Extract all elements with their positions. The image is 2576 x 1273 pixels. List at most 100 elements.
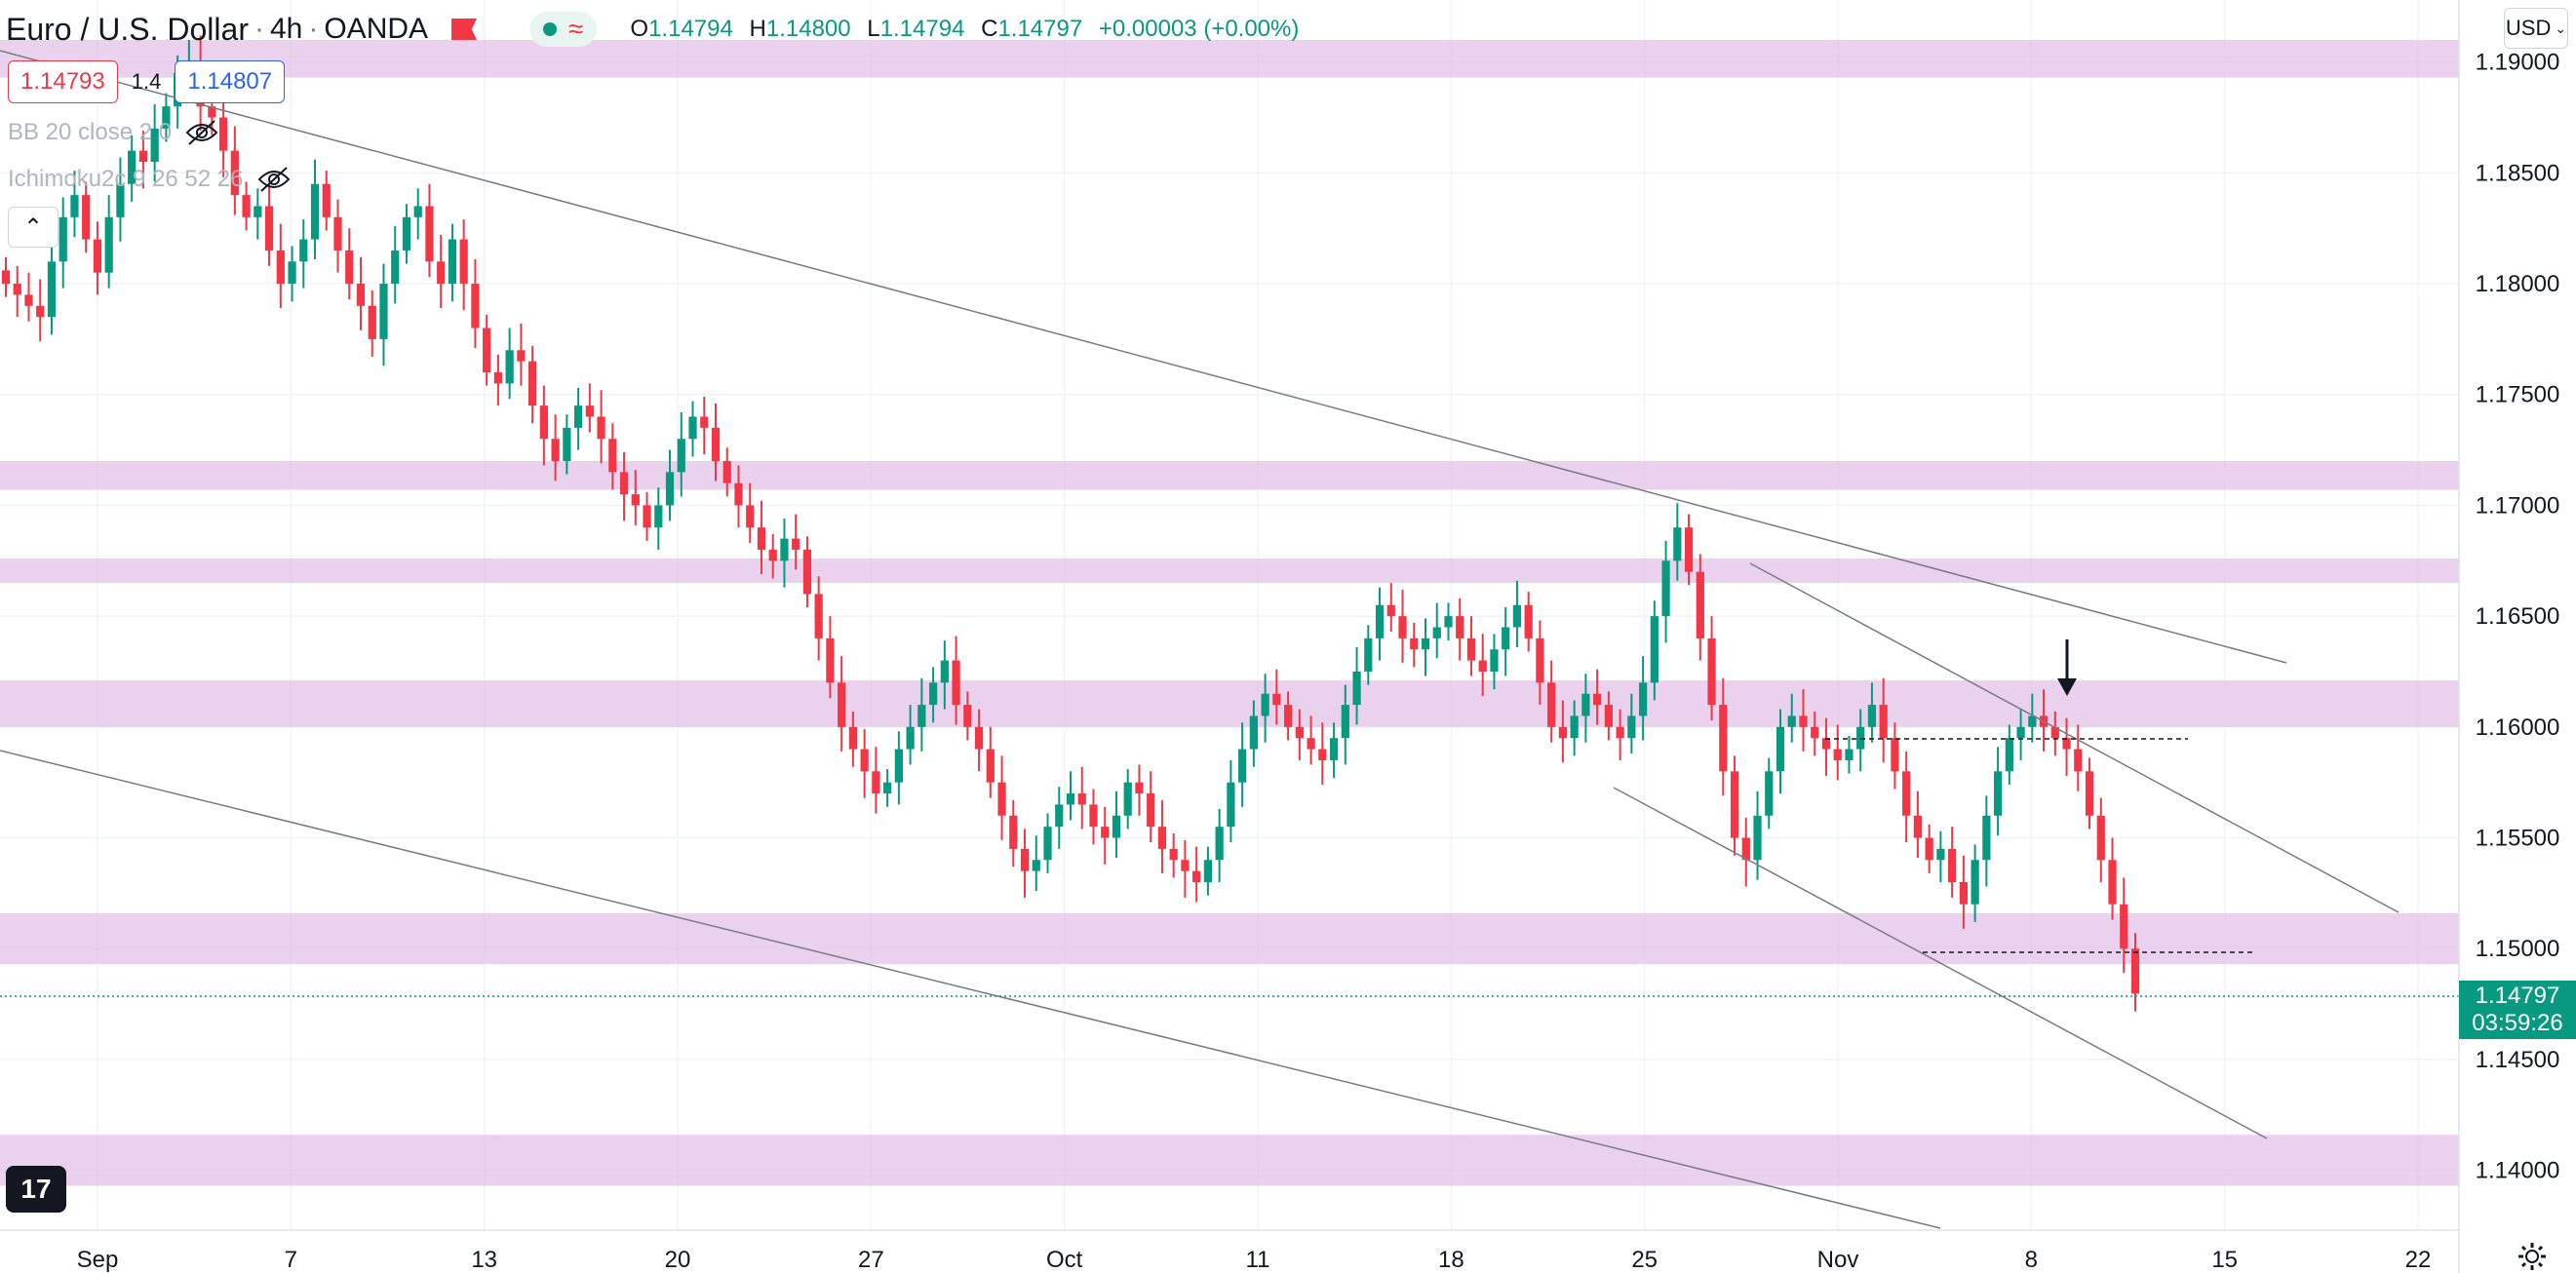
price-zone[interactable] xyxy=(0,460,2459,490)
candle-body xyxy=(264,206,274,251)
candle-body xyxy=(1432,627,1441,638)
tradingview-logo-icon[interactable]: 17 xyxy=(6,1166,66,1213)
candle-body xyxy=(563,427,571,461)
candle-body xyxy=(1490,649,1499,672)
price-tick-label: 1.15000 xyxy=(2476,936,2560,962)
candle-body xyxy=(1741,837,1750,861)
high-value: 1.14800 xyxy=(765,16,851,42)
currency-selector[interactable]: USD ⌄ xyxy=(2504,8,2568,49)
candle-body xyxy=(1707,637,1716,706)
candle-body xyxy=(162,106,171,129)
symbol-name[interactable]: Euro / U.S. Dollar xyxy=(6,11,249,47)
price-tick-label: 1.17500 xyxy=(2476,382,2560,408)
price-zone[interactable] xyxy=(0,680,2459,727)
candle-body xyxy=(150,128,159,162)
time-tick-label: Oct xyxy=(1046,1247,1083,1273)
eye-off-icon[interactable] xyxy=(257,166,291,193)
candle-body xyxy=(1604,705,1613,727)
gear-icon[interactable] xyxy=(2517,1242,2547,1271)
candle-body xyxy=(768,549,777,561)
candle-body xyxy=(1524,604,1533,638)
candle-body xyxy=(24,294,33,306)
candle-body xyxy=(1879,705,1888,739)
candle-body xyxy=(2062,738,2071,750)
buy-button[interactable]: 1.14807 xyxy=(175,60,286,103)
candle-body xyxy=(608,439,617,473)
candle-body xyxy=(1971,860,1979,905)
price-zone[interactable] xyxy=(0,39,2459,78)
candle-body xyxy=(734,482,743,506)
candle-body xyxy=(505,350,514,384)
candle-body xyxy=(1776,726,1785,772)
price-zone[interactable] xyxy=(0,1135,2459,1186)
candle-body xyxy=(448,239,457,285)
candle-body xyxy=(1,270,11,285)
candle-body xyxy=(1558,726,1568,739)
candle-body xyxy=(1478,660,1487,672)
time-tick-label: 8 xyxy=(2025,1247,2038,1273)
candle-body xyxy=(848,726,858,750)
candle-body xyxy=(1410,637,1419,650)
candle-body xyxy=(1845,749,1854,760)
candle-body xyxy=(1238,749,1247,783)
eye-off-icon[interactable] xyxy=(185,119,218,146)
price-zone[interactable] xyxy=(0,559,2459,584)
candle-body xyxy=(493,372,503,384)
candlestick-series xyxy=(1,35,2140,1012)
candle-body xyxy=(986,749,995,783)
candle-body xyxy=(1799,715,1808,727)
candle-body xyxy=(1112,815,1121,838)
candle-body xyxy=(1787,715,1796,727)
support-resistance-zones xyxy=(0,39,2459,1186)
candle-body xyxy=(1512,604,1522,628)
sell-button[interactable]: 1.14793 xyxy=(8,60,118,103)
candle-body xyxy=(1283,705,1293,727)
candle-body xyxy=(1398,616,1407,638)
time-tick-label: 7 xyxy=(285,1247,297,1273)
candle-body xyxy=(1181,860,1190,871)
indicator-bb[interactable]: BB 20 close 2 0 xyxy=(8,119,218,146)
candle-body xyxy=(814,594,823,638)
candle-body xyxy=(379,284,388,339)
market-status-pill[interactable]: ≈ xyxy=(529,12,598,47)
wave-icon: ≈ xyxy=(568,14,584,44)
candle-body xyxy=(2085,771,2094,816)
candle-body xyxy=(128,150,137,184)
last-price-label: 1.14797 03:59:26 xyxy=(2459,981,2576,1039)
candle-body xyxy=(1020,848,1030,871)
interval-label[interactable]: 4h xyxy=(269,13,303,45)
candle-body xyxy=(917,705,926,727)
candle-body xyxy=(963,705,972,727)
price-tick-label: 1.16500 xyxy=(2476,603,2560,630)
candle-body xyxy=(1684,527,1694,572)
candle-body xyxy=(36,305,45,318)
candle-body xyxy=(288,261,296,285)
candle-body xyxy=(208,106,216,118)
candle-body xyxy=(665,472,675,506)
candle-body xyxy=(2130,948,2140,994)
time-tick-label: 18 xyxy=(1438,1247,1464,1273)
candle-body xyxy=(1867,705,1877,727)
collapse-legend-button[interactable]: ⌃ xyxy=(8,207,59,248)
indicator-label: Ichimoku2c 9 26 52 26 xyxy=(8,166,244,192)
candle-body xyxy=(333,216,342,251)
time-tick-label: 22 xyxy=(2405,1247,2432,1273)
open-value: 1.14794 xyxy=(648,16,733,42)
candle-body xyxy=(997,782,1006,816)
price-zone[interactable] xyxy=(0,912,2459,965)
candle-body xyxy=(585,405,594,417)
time-tick-label: 20 xyxy=(665,1247,691,1273)
time-tick-label: 15 xyxy=(2211,1247,2238,1273)
candle-body xyxy=(2120,904,2128,949)
candle-body xyxy=(1902,771,1911,816)
candle-body xyxy=(654,505,663,528)
candle-body xyxy=(539,405,548,440)
candle-body xyxy=(1719,705,1728,772)
candle-body xyxy=(2028,715,2037,727)
candle-body xyxy=(688,416,697,440)
flag-icon[interactable] xyxy=(451,19,478,40)
indicator-ichimoku[interactable]: Ichimoku2c 9 26 52 26 xyxy=(8,166,291,193)
time-axis: Sep 7 13 20 27 Oct 11 18 25 Nov 8 15 22 xyxy=(77,1247,2432,1273)
candle-body xyxy=(1203,860,1213,883)
